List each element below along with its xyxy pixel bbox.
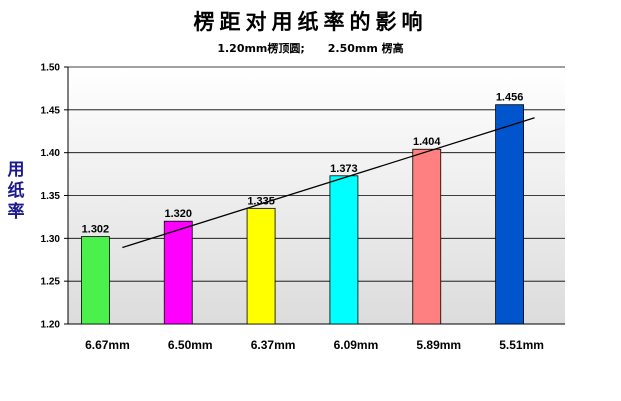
- chart-title: 楞距对用纸率的影响: [193, 9, 428, 34]
- bar: [495, 104, 524, 325]
- tick-labels: 1.20 1.25 1.30 1.35 1.40 1.45 1.50 6.67mm 6.50mm…: [41, 63, 544, 353]
- bar: [246, 207, 276, 325]
- y-tick-label: 1.40: [41, 148, 61, 159]
- y-axis-title: 用纸率: [7, 160, 25, 222]
- x-tick-label: 6.67mm: [85, 338, 130, 352]
- trendline: [122, 117, 535, 249]
- bar: [329, 175, 359, 325]
- data-label: 1.320: [164, 208, 192, 220]
- bar: [81, 236, 110, 325]
- data-labels: 1.302 1.320 1.335 1.373 1.404 1.456: [82, 92, 535, 249]
- x-tick-label: 6.50mm: [168, 338, 213, 352]
- data-label: 1.404: [413, 136, 441, 148]
- data-label: 1.335: [247, 195, 275, 207]
- x-tick-label: 5.51mm: [499, 338, 544, 352]
- data-label: 1.302: [82, 224, 110, 236]
- y-tick-label: 1.35: [41, 191, 61, 202]
- chart-subtitle: 1.20mm楞顶圆; 2.50mm 楞高: [217, 42, 404, 55]
- x-tick-label: 6.09mm: [334, 338, 379, 352]
- x-tick-label: 5.89mm: [416, 338, 461, 352]
- axes: [67, 67, 565, 325]
- bar: [412, 148, 442, 325]
- data-label: 1.456: [496, 92, 524, 104]
- y-tick-label: 1.45: [41, 105, 61, 116]
- y-tick-label: 1.20: [41, 320, 61, 331]
- data-label: 1.373: [330, 163, 358, 175]
- y-tick-label: 1.30: [41, 234, 61, 245]
- y-tick-label: 1.25: [41, 277, 61, 288]
- y-tick-label: 1.50: [41, 63, 61, 74]
- bar: [163, 220, 193, 325]
- bars: [81, 104, 524, 325]
- x-tick-label: 6.37mm: [251, 338, 296, 352]
